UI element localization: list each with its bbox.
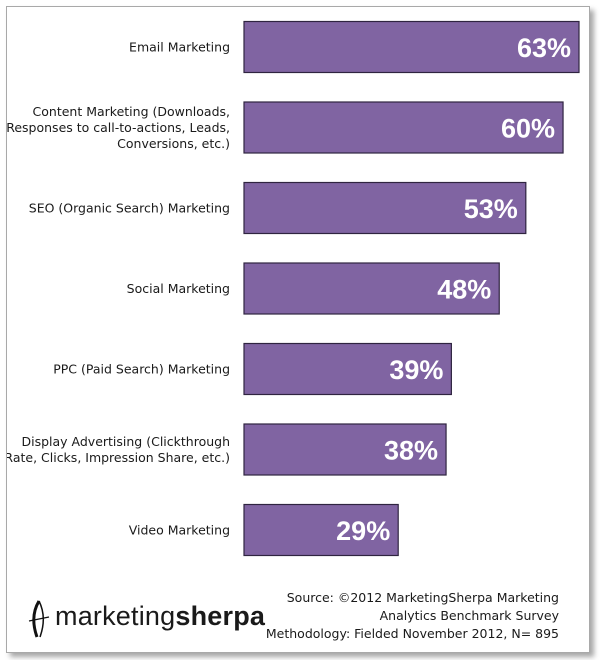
source-line-3: Methodology: Fielded November 2012, N= 8… xyxy=(265,626,559,641)
logo-text-bold: sherpa xyxy=(175,601,266,631)
bar xyxy=(243,503,399,557)
bar-group: 48% Social Marketing xyxy=(127,262,500,315)
category-label-line: Responses to call-to-actions, Leads, xyxy=(7,120,230,135)
value-label: 29% xyxy=(336,516,390,546)
bar xyxy=(243,262,500,315)
bar xyxy=(243,342,452,396)
bar-group: 53% SEO (Organic Search) Marketing xyxy=(29,181,527,235)
category-label: Email Marketing xyxy=(129,40,230,55)
value-label: 38% xyxy=(384,436,438,466)
bar xyxy=(243,181,527,235)
category-label-line: Conversions, etc.) xyxy=(117,136,230,151)
value-label: 48% xyxy=(437,275,491,305)
bar-group: 38% Display Advertising (Clickthrough Rate… xyxy=(7,423,447,476)
bar xyxy=(243,20,580,74)
category-label-line: Content Marketing (Downloads, xyxy=(33,104,230,119)
category-label: Social Marketing xyxy=(127,281,230,296)
logo-wordmark: marketingsherpa xyxy=(55,601,265,632)
bar-group: 63% Email Marketing xyxy=(129,20,580,74)
category-label-line: Email Marketing xyxy=(129,40,230,55)
bar-group: 60% Content Marketing (Downloads, Response… xyxy=(7,101,564,154)
category-label-line: PPC (Paid Search) Marketing xyxy=(53,362,230,377)
category-label-line: Social Marketing xyxy=(127,281,230,296)
source-line-2: Analytics Benchmark Survey xyxy=(379,608,559,623)
bar xyxy=(243,423,447,476)
bar xyxy=(243,101,564,154)
category-label: SEO (Organic Search) Marketing xyxy=(29,201,230,216)
sherpa-mountain-icon xyxy=(28,600,50,638)
bar-group: 39% PPC (Paid Search) Marketing xyxy=(53,342,452,396)
bar-group: 29% Video Marketing xyxy=(129,503,399,557)
logo-text-regular: marketing xyxy=(55,601,176,631)
marketingsherpa-logo: marketingsherpa xyxy=(25,599,275,639)
category-label-line: Video Marketing xyxy=(129,523,230,538)
category-label-line: Display Advertising (Clickthrough xyxy=(21,434,230,449)
chart-frame: 63% Email Marketing 60% Content Marketing (… xyxy=(6,6,590,653)
source-line-1: Source: ©2012 MarketingSherpa Marketing xyxy=(286,590,559,605)
value-label: 60% xyxy=(501,114,555,144)
category-label: Content Marketing (Downloads, Responses t… xyxy=(7,104,230,151)
value-label: 63% xyxy=(517,33,571,63)
value-label: 39% xyxy=(389,355,443,385)
category-label-line: SEO (Organic Search) Marketing xyxy=(29,201,230,216)
value-label: 53% xyxy=(464,194,518,224)
source-note: Source: ©2012 MarketingSherpa Marketing … xyxy=(266,589,559,643)
category-label: Video Marketing xyxy=(129,523,230,538)
category-label: Display Advertising (Clickthrough Rate, C… xyxy=(7,434,230,465)
bar-chart: 63% Email Marketing 60% Content Marketing (… xyxy=(7,20,580,557)
category-label-line: Rate, Clicks, Impression Share, etc.) xyxy=(7,450,230,465)
category-label: PPC (Paid Search) Marketing xyxy=(53,362,230,377)
